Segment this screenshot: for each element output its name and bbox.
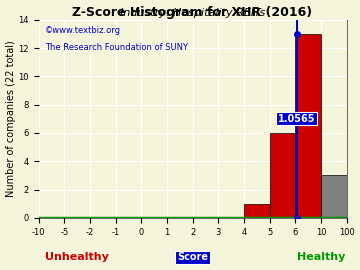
- Text: 1.0565: 1.0565: [278, 114, 315, 124]
- Y-axis label: Number of companies (22 total): Number of companies (22 total): [5, 40, 15, 197]
- Bar: [244, 204, 270, 218]
- Text: Industry: Hospitality REITs: Industry: Hospitality REITs: [120, 8, 265, 18]
- Bar: [295, 34, 321, 218]
- Text: Healthy: Healthy: [297, 252, 345, 262]
- Bar: [270, 133, 295, 218]
- Text: ©www.textbiz.org: ©www.textbiz.org: [45, 26, 121, 35]
- Bar: [321, 176, 347, 218]
- Text: Score: Score: [177, 252, 208, 262]
- Text: The Research Foundation of SUNY: The Research Foundation of SUNY: [45, 43, 188, 52]
- Title: Z-Score Histogram for XHR (2016): Z-Score Histogram for XHR (2016): [72, 6, 312, 19]
- Text: Unhealthy: Unhealthy: [45, 252, 109, 262]
